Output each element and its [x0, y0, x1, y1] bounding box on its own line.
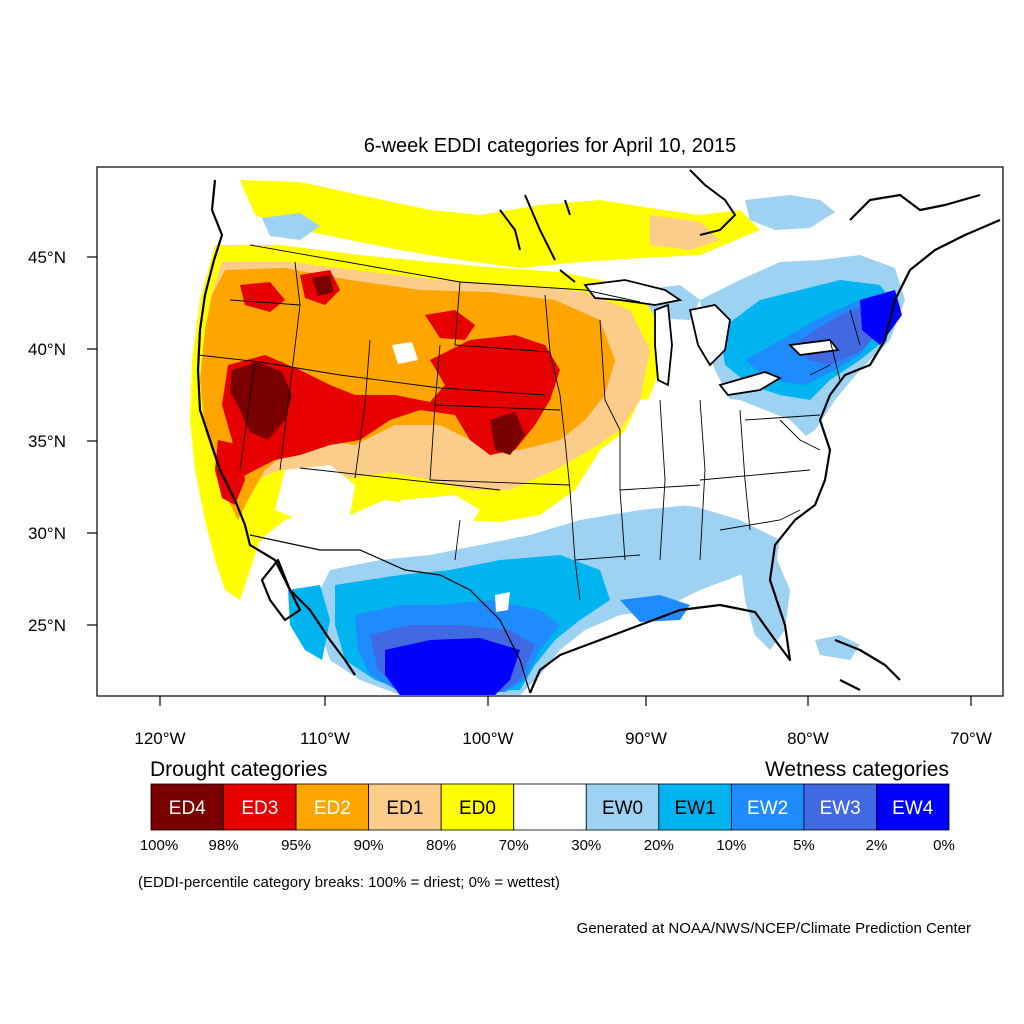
legend-break-label: 0% — [933, 837, 955, 854]
white-az — [275, 465, 355, 520]
legend-swatch-ed2 — [295, 783, 370, 831]
legend-break-label: 20% — [644, 837, 674, 854]
white-wy — [392, 342, 418, 364]
map-title: 6-week EDDI categories for April 10, 201… — [364, 135, 736, 157]
legend-label-ew0: EW0 — [602, 798, 643, 819]
white-east-interior — [620, 395, 820, 510]
legend-swatch-ed3 — [223, 783, 297, 831]
legend-break-label: 80% — [426, 837, 456, 854]
ed3-great-basin — [222, 335, 560, 478]
white-nm — [400, 495, 480, 528]
ew0-caribbean — [815, 635, 860, 660]
ed3-north — [425, 310, 475, 340]
legend-break-label: 5% — [793, 837, 815, 854]
legend-breaks: 100% 98% 95% 90% 80% 70% 30% 20% 10% 5% 2% 0% — [140, 837, 955, 854]
legend-break-label: 10% — [716, 837, 746, 854]
state-borders — [197, 244, 861, 601]
lat-label-45: 45°N — [28, 248, 66, 267]
legend-label-ed4: ED4 — [169, 798, 206, 819]
lat-label-35: 35°N — [28, 432, 66, 451]
ed4-nevada — [230, 362, 292, 440]
legend-break-label: 2% — [866, 837, 888, 854]
canada-yellow-region — [240, 180, 760, 268]
ed3-oregon — [240, 282, 285, 312]
legend-break-label: 70% — [499, 837, 529, 854]
hudson-bay-shore — [499, 169, 737, 283]
lat-label-25: 25°N — [28, 616, 66, 635]
legend-label-ew3: EW3 — [820, 798, 861, 819]
legend-break-label: 95% — [281, 837, 311, 854]
credit-text: Generated at NOAA/NWS/NCEP/Climate Predi… — [577, 920, 971, 937]
lon-ticks — [159, 696, 972, 706]
legend-swatch-ew4 — [876, 783, 950, 831]
legend-label-ed1: ED1 — [386, 798, 423, 819]
legend-label-ed0: ED0 — [459, 798, 496, 819]
ew4-northeast — [860, 290, 902, 345]
legend-label-ew2: EW2 — [747, 798, 788, 819]
legend-swatch-ew3 — [803, 783, 877, 831]
legend-label-ed3: ED3 — [241, 798, 278, 819]
legend-label-ed2: ED2 — [314, 798, 351, 819]
lon-label-110: 110°W — [300, 729, 350, 748]
canada-ew0-west — [262, 213, 320, 240]
legend-break-label: 30% — [571, 837, 601, 854]
category-breaks-note: (EDDI-percentile category breaks: 100% =… — [138, 874, 560, 891]
ew1-mexico-coast — [288, 585, 330, 660]
legend-swatch-ed1 — [368, 783, 442, 831]
lon-label-100: 100°W — [462, 729, 513, 748]
legend-label-ew4: EW4 — [892, 798, 934, 819]
legend-swatch-ew1 — [658, 783, 732, 831]
legend-label-ew1: EW1 — [674, 798, 715, 819]
legend-swatch-ed4 — [150, 783, 224, 831]
coastline — [196, 179, 1001, 694]
lon-label-80: 80°W — [787, 729, 829, 748]
legend-break-label: 98% — [209, 837, 239, 854]
ew0-florida — [740, 555, 790, 650]
map-frame — [96, 166, 1004, 697]
canada-ed1-patch — [650, 215, 720, 250]
legend-swatch-ew2 — [730, 783, 805, 831]
ed2-region — [200, 268, 615, 520]
canada-ew0-patch — [745, 195, 835, 230]
legend-swatch-ew0 — [585, 783, 660, 831]
wetness-categories-title: Wetness categories — [765, 758, 949, 781]
lon-label-70: 70°W — [950, 729, 992, 748]
ew4-texas — [385, 638, 520, 695]
legend-break-label: 100% — [140, 837, 178, 854]
lat-label-40: 40°N — [28, 340, 66, 359]
lat-ticks — [87, 256, 97, 626]
lat-label-30: 30°N — [28, 524, 66, 543]
map-panel — [97, 167, 1003, 696]
us-mexico-border — [249, 534, 531, 694]
lon-label-90: 90°W — [625, 729, 667, 748]
white-texas-spot — [495, 592, 510, 612]
lon-label-120: 120°W — [134, 729, 185, 748]
ed4-nebraska — [490, 412, 525, 455]
legend-colorbar: ED4 ED3 ED2 ED1 ED0 EW0 EW1 EW2 EW3 EW4 — [150, 783, 950, 831]
ed4-idaho — [312, 275, 334, 296]
legend-swatch-neutral — [513, 783, 587, 831]
great-lakes — [583, 279, 840, 396]
legend-break-label: 90% — [354, 837, 384, 854]
drought-categories-title: Drought categories — [150, 758, 327, 781]
ed3-socal — [215, 440, 245, 505]
ew2-gulf-coast — [620, 595, 690, 622]
legend-swatch-ed0 — [440, 783, 515, 831]
